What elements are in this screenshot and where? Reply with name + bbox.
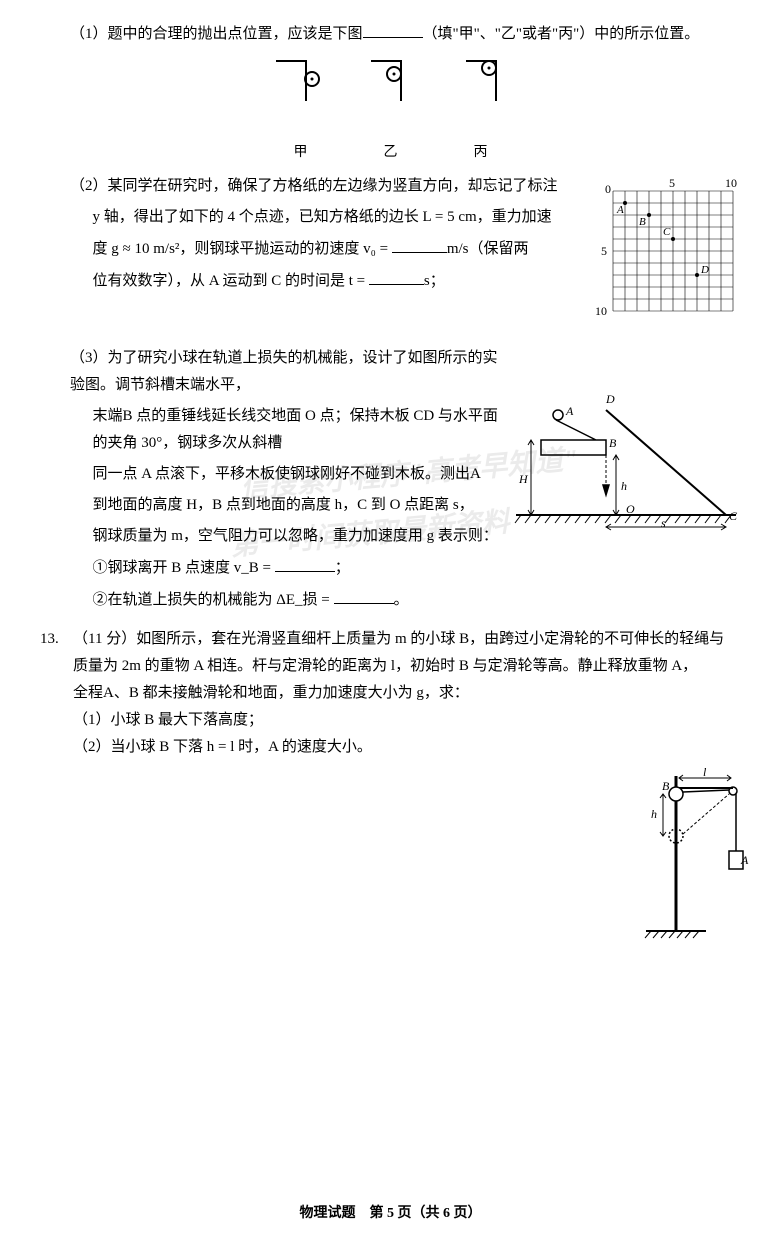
page-content: （1）题中的合理的抛出点位置，应该是下图 （填"甲"、"乙"或者"丙"）中的所示位… [40,20,741,761]
q3-line6b: ； [335,560,350,576]
q13-body: （11 分）如图所示，套在光滑竖直细杆上质量为 m 的小球 B，由跨过小定滑轮的… [73,626,741,761]
svg-text:D: D [605,392,615,406]
q2-line2b: 度 g ≈ 10 m/s²，则钢球平抛运动的初速度 v₀ = [93,241,392,257]
q2-line2c: m/s（保留两 [447,241,529,257]
label-jia: 甲 [286,140,316,165]
label-bing: 丙 [466,140,496,165]
q2-blank-v0 [392,235,447,253]
q3-blank-vb [275,554,335,572]
svg-text:5: 5 [601,244,607,258]
svg-text:D: D [700,264,709,276]
svg-text:H: H [518,472,529,486]
svg-text:B: B [662,779,670,793]
svg-text:h: h [651,807,657,821]
q13-sub2: （2）当小球 B 下落 h = l 时，A 的速度大小。 [73,734,741,761]
svg-text:10: 10 [725,176,737,190]
page-footer: 物理试题 第 5 页（共 6 页） [40,1201,741,1226]
q3-line6a: ①钢球离开 B 点速度 v_B = [93,560,275,576]
q13-line2: 质量为 2m 的重物 A 相连。杆与定滑轮的距离为 l，初始时 B 与定滑轮等高… [73,653,741,680]
question-3: A B H h O D C s （3）为了研究小球在轨道上损失的机械能，设计了如… [40,345,741,618]
q13-line1: （11 分）如图所示，套在光滑竖直细杆上质量为 m 的小球 B，由跨过小定滑轮的… [73,626,741,653]
svg-text:A: A [565,404,574,418]
q1-text-a: （1）题中的合理的抛出点位置，应该是下图 [70,26,363,42]
q1-blank [363,20,423,38]
q1-track-diagrams [251,56,531,126]
svg-text:B: B [609,436,617,450]
svg-text:h: h [621,479,627,493]
q1-text-b: （填"甲"、"乙"或者"丙"）中的所示位置。 [423,26,700,42]
svg-text:O: O [626,502,635,516]
svg-text:B: B [639,216,646,228]
svg-text:l: l [703,766,707,779]
svg-text:s: s [661,516,666,530]
q1-figures: 甲 乙 丙 [40,56,741,165]
svg-text:10: 10 [595,304,607,318]
q3-line7a: ②在轨道上损失的机械能为 ΔE_损 = [93,592,334,608]
q13-line3: 全程A、B 都未接触滑轮和地面，重力加速度大小为 g，求： [73,680,741,707]
svg-text:C: C [663,226,671,238]
q3-line7-wrap: ②在轨道上损失的机械能为 ΔE_损 = 。 [40,586,741,614]
q3-blank-de [334,586,394,604]
svg-text:0: 0 [605,182,611,196]
q13-number: 13. [40,626,73,761]
svg-text:5: 5 [669,176,675,190]
question-13: 13. （11 分）如图所示，套在光滑竖直细杆上质量为 m 的小球 B，由跨过小… [40,626,741,761]
q13-diagram: B l h A [641,766,751,956]
q2-blank-t [369,267,424,285]
svg-text:C: C [729,509,738,523]
q13-sub1: （1）小球 B 最大下落高度； [73,707,741,734]
q2-grid-figure: 0 5 10 5 10 A B C D [591,173,741,333]
svg-text:A: A [616,204,624,216]
q3-line6-wrap: ①钢球离开 B 点速度 v_B = ； [40,554,741,582]
q1-figure-labels: 甲 乙 丙 [40,140,741,165]
question-1: （1）题中的合理的抛出点位置，应该是下图 （填"甲"、"乙"或者"丙"）中的所示位… [40,20,741,165]
q1-text: （1）题中的合理的抛出点位置，应该是下图 （填"甲"、"乙"或者"丙"）中的所示位… [40,20,741,48]
svg-text:A: A [740,853,749,867]
q3-line7b: 。 [394,592,409,608]
question-2: 0 5 10 5 10 A B C D （2）某同学在研究时，确保了方格纸的左边… [40,173,741,337]
q2-line3a: 位有效数字），从 A 运动到 C 的时间是 t = [93,273,369,289]
label-yi: 乙 [376,140,406,165]
q2-line3b: s； [424,273,445,289]
q3-diagram: A B H h O D C s [511,385,741,545]
